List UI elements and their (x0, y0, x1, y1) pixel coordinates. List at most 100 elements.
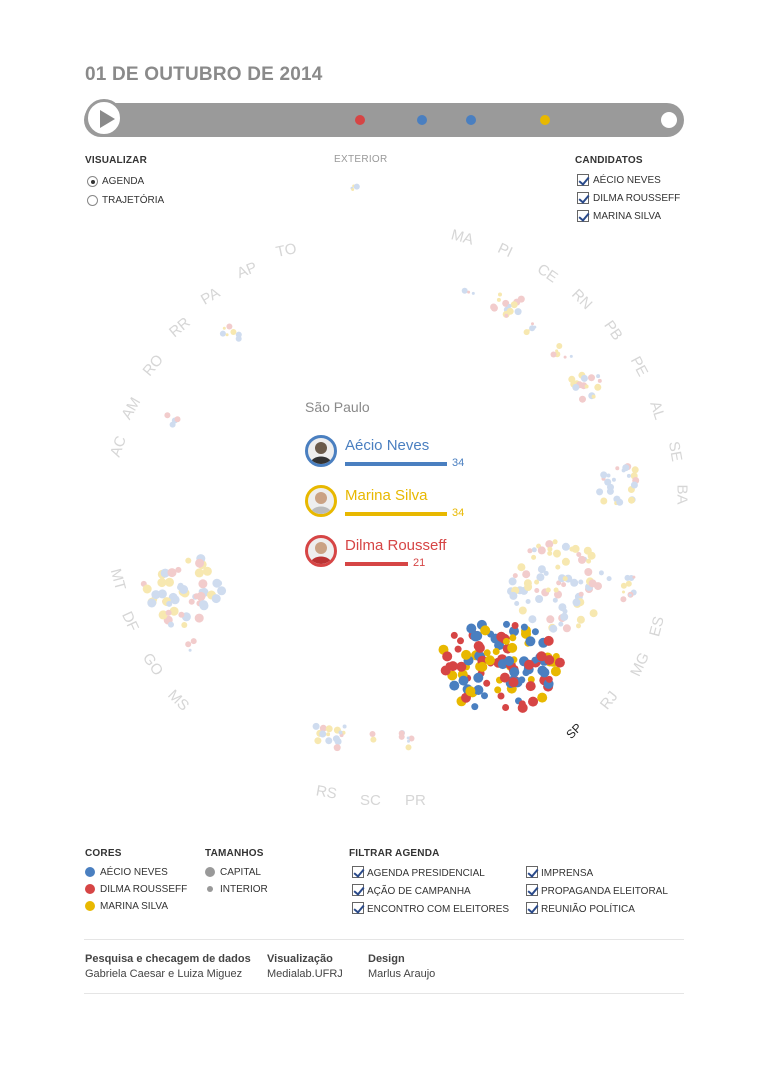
agenda-bubble[interactable] (594, 383, 602, 391)
agenda-bubble[interactable] (531, 554, 537, 560)
agenda-bubble[interactable] (398, 730, 405, 737)
timeline-event-dot[interactable] (540, 115, 550, 125)
state-label-rs[interactable]: RS (314, 782, 339, 803)
agenda-bubble[interactable] (549, 624, 558, 633)
agenda-bubble[interactable] (589, 609, 598, 618)
agenda-bubble-sp[interactable] (524, 659, 535, 670)
agenda-bubble[interactable] (562, 624, 571, 633)
agenda-bubble-sp[interactable] (531, 628, 539, 636)
agenda-bubble-sp[interactable] (484, 655, 495, 666)
agenda-bubble[interactable] (552, 539, 558, 545)
agenda-bubble[interactable] (543, 570, 549, 576)
radio-trajetoria-label[interactable]: TRAJETÓRIA (102, 195, 165, 206)
agenda-bubble-sp[interactable] (537, 692, 548, 703)
agenda-bubble-sp[interactable] (509, 634, 517, 642)
agenda-bubble-sp[interactable] (472, 630, 483, 641)
agenda-bubble-sp[interactable] (442, 651, 453, 662)
agenda-bubble[interactable] (167, 568, 177, 578)
agenda-bubble-sp[interactable] (525, 681, 536, 692)
agenda-bubble[interactable] (628, 593, 632, 597)
agenda-bubble-sp[interactable] (492, 648, 500, 655)
radio-agenda[interactable] (87, 176, 98, 187)
agenda-bubble[interactable] (625, 580, 632, 587)
agenda-bubble-sp[interactable] (499, 672, 510, 683)
candidate-filter-label[interactable]: DILMA ROUSSEFF (593, 193, 681, 204)
agenda-bubble-sp[interactable] (509, 667, 520, 678)
candidate-filter-label[interactable]: MARINA SILVA (593, 211, 661, 222)
agenda-bubble-sp[interactable] (458, 675, 469, 686)
agenda-bubble[interactable] (572, 383, 580, 391)
agenda-bubble[interactable] (514, 308, 522, 316)
filter-label[interactable]: REUNIÃO POLÍTICA (541, 904, 635, 915)
agenda-bubble[interactable] (517, 563, 526, 572)
agenda-bubble[interactable] (151, 590, 161, 600)
agenda-bubble[interactable] (230, 329, 237, 335)
agenda-bubble[interactable] (620, 596, 627, 603)
agenda-bubble[interactable] (611, 477, 616, 482)
agenda-bubble[interactable] (528, 615, 537, 624)
agenda-bubble[interactable] (157, 589, 167, 599)
agenda-bubble[interactable] (496, 297, 501, 302)
agenda-bubble[interactable] (370, 736, 377, 743)
checkbox-propaganda[interactable] (526, 884, 538, 896)
filter-label[interactable]: IMPRENSA (541, 868, 594, 879)
checkbox-acao-campanha[interactable] (352, 884, 364, 896)
agenda-bubble[interactable] (606, 473, 611, 478)
agenda-bubble[interactable] (622, 590, 625, 594)
agenda-bubble[interactable] (211, 594, 221, 604)
agenda-bubble[interactable] (522, 570, 531, 579)
filter-label[interactable]: AÇÃO DE CAMPANHA (367, 886, 471, 897)
agenda-bubble-sp[interactable] (545, 675, 553, 683)
agenda-bubble[interactable] (525, 599, 531, 604)
agenda-bubble[interactable] (179, 585, 189, 594)
agenda-bubble-exterior[interactable] (353, 183, 360, 190)
agenda-bubble[interactable] (407, 739, 410, 743)
agenda-bubble[interactable] (507, 304, 512, 308)
agenda-bubble[interactable] (536, 573, 545, 582)
state-label-sc[interactable]: SC (360, 792, 381, 809)
agenda-bubble[interactable] (524, 583, 533, 591)
agenda-bubble[interactable] (600, 497, 608, 505)
agenda-bubble[interactable] (546, 615, 555, 624)
agenda-bubble-sp[interactable] (518, 700, 526, 708)
agenda-bubble[interactable] (506, 307, 514, 315)
agenda-bubble[interactable] (408, 735, 415, 742)
agenda-bubble[interactable] (576, 552, 582, 557)
agenda-bubble-sp[interactable] (521, 628, 531, 639)
agenda-bubble[interactable] (342, 724, 347, 729)
candidate-filter-label[interactable]: AÉCIO NEVES (593, 175, 661, 186)
agenda-bubble-sp[interactable] (461, 649, 472, 660)
agenda-bubble[interactable] (164, 412, 171, 419)
agenda-bubble-sp[interactable] (511, 622, 519, 629)
agenda-bubble-sp[interactable] (497, 692, 505, 700)
agenda-bubble[interactable] (142, 584, 152, 594)
agenda-bubble-sp[interactable] (440, 665, 451, 676)
agenda-bubble[interactable] (537, 546, 546, 555)
agenda-bubble[interactable] (490, 303, 498, 311)
agenda-bubble[interactable] (545, 540, 554, 549)
agenda-bubble[interactable] (406, 736, 410, 740)
agenda-bubble[interactable] (572, 598, 581, 607)
agenda-bubble-sp[interactable] (471, 703, 479, 711)
agenda-bubble[interactable] (160, 568, 170, 578)
agenda-bubble-sp[interactable] (554, 657, 565, 668)
agenda-bubble[interactable] (188, 598, 195, 605)
agenda-bubble-sp[interactable] (525, 636, 536, 647)
agenda-bubble-sp[interactable] (481, 692, 488, 700)
agenda-bubble[interactable] (568, 375, 576, 383)
agenda-bubble[interactable] (178, 611, 185, 618)
agenda-bubble[interactable] (165, 577, 174, 587)
agenda-bubble[interactable] (185, 557, 192, 564)
agenda-bubble[interactable] (580, 374, 588, 382)
agenda-bubble[interactable] (147, 598, 157, 608)
timeline-event-dot[interactable] (355, 115, 365, 125)
agenda-bubble-sp[interactable] (543, 635, 554, 646)
agenda-bubble[interactable] (622, 464, 630, 472)
agenda-bubble[interactable] (578, 591, 584, 597)
play-button[interactable] (85, 99, 123, 137)
agenda-bubble[interactable] (471, 291, 475, 295)
agenda-bubble-sp[interactable] (483, 679, 491, 687)
agenda-bubble-sp[interactable] (531, 656, 539, 664)
agenda-bubble[interactable] (523, 329, 530, 336)
agenda-bubble[interactable] (534, 579, 540, 585)
